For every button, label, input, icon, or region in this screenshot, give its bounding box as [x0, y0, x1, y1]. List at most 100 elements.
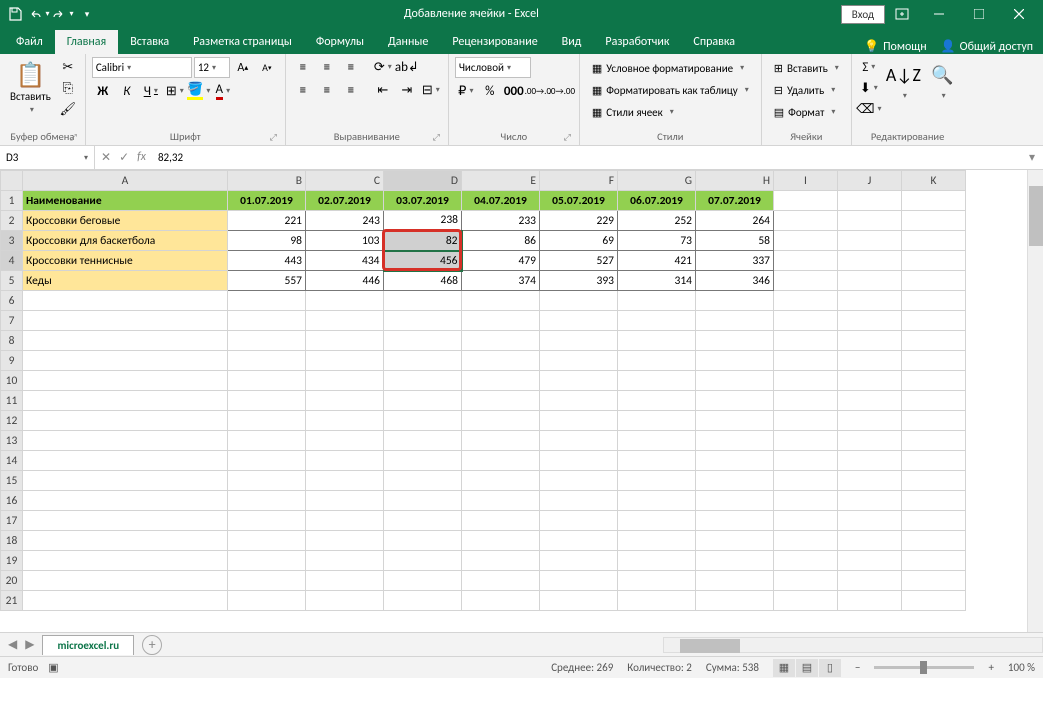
cell-E19[interactable] [462, 551, 540, 571]
cell-E18[interactable] [462, 531, 540, 551]
cell-D11[interactable] [384, 391, 462, 411]
row-header-1[interactable]: 1 [1, 191, 23, 211]
bold-button[interactable]: Ж [92, 81, 114, 101]
minimize-button[interactable] [919, 0, 959, 28]
col-header-I[interactable]: I [774, 171, 838, 191]
align-left-button[interactable]: ≡ [292, 80, 314, 100]
cell-I11[interactable] [774, 391, 838, 411]
cell-E4[interactable]: 479 [462, 251, 540, 271]
cell-J11[interactable] [838, 391, 902, 411]
cell-I5[interactable] [774, 271, 838, 291]
col-header-B[interactable]: B [228, 171, 306, 191]
cell-E9[interactable] [462, 351, 540, 371]
cell-C11[interactable] [306, 391, 384, 411]
cell-D15[interactable] [384, 471, 462, 491]
increase-indent-button[interactable]: ⇥ [396, 80, 418, 100]
number-launcher[interactable]: ⤢ [564, 132, 571, 143]
cell-C14[interactable] [306, 451, 384, 471]
cell-F9[interactable] [540, 351, 618, 371]
cell-C13[interactable] [306, 431, 384, 451]
cell-H8[interactable] [696, 331, 774, 351]
row-header-2[interactable]: 2 [1, 211, 23, 231]
cell-A9[interactable] [23, 351, 228, 371]
cell-J2[interactable] [838, 211, 902, 231]
cell-E2[interactable]: 233 [462, 211, 540, 231]
cell-K4[interactable] [902, 251, 966, 271]
cell-F12[interactable] [540, 411, 618, 431]
cell-J20[interactable] [838, 571, 902, 591]
paste-button[interactable]: 📋 Вставить▾ [6, 57, 55, 117]
align-bottom-button[interactable]: ≡ [340, 57, 362, 77]
cell-J1[interactable] [838, 191, 902, 211]
cell-I1[interactable] [774, 191, 838, 211]
cell-K9[interactable] [902, 351, 966, 371]
row-header-16[interactable]: 16 [1, 491, 23, 511]
cell-D17[interactable] [384, 511, 462, 531]
cell-A20[interactable] [23, 571, 228, 591]
cell-D18[interactable] [384, 531, 462, 551]
cell-F13[interactable] [540, 431, 618, 451]
cell-J14[interactable] [838, 451, 902, 471]
tab-review[interactable]: Рецензирование [440, 30, 549, 54]
cell-B13[interactable] [228, 431, 306, 451]
cell-G18[interactable] [618, 531, 696, 551]
border-button[interactable]: ⊞▾ [164, 81, 186, 101]
format-table-button[interactable]: ▦Форматировать как таблицу▾ [586, 79, 755, 101]
autosum-button[interactable]: Σ▾ [858, 57, 880, 77]
cell-A3[interactable]: Кроссовки для баскетбола [23, 231, 228, 251]
cell-J16[interactable] [838, 491, 902, 511]
insert-cells-button[interactable]: ⊞Вставить▾ [768, 57, 845, 79]
delete-cells-button[interactable]: ⊟Удалить▾ [768, 79, 845, 101]
cell-D21[interactable] [384, 591, 462, 611]
cell-E17[interactable] [462, 511, 540, 531]
cell-K7[interactable] [902, 311, 966, 331]
format-painter-button[interactable]: 🖌 [57, 99, 79, 119]
maximize-button[interactable] [959, 0, 999, 28]
col-header-E[interactable]: E [462, 171, 540, 191]
cell-A18[interactable] [23, 531, 228, 551]
align-top-button[interactable]: ≡ [292, 57, 314, 77]
cell-D8[interactable] [384, 331, 462, 351]
cell-H11[interactable] [696, 391, 774, 411]
cell-I19[interactable] [774, 551, 838, 571]
hscroll-thumb[interactable] [680, 639, 740, 653]
enter-formula-icon[interactable]: ✓ [119, 150, 129, 165]
col-header-D[interactable]: D [384, 171, 462, 191]
cell-G16[interactable] [618, 491, 696, 511]
row-header-20[interactable]: 20 [1, 571, 23, 591]
clipboard-launcher[interactable]: ⤢ [70, 132, 77, 143]
row-header-9[interactable]: 9 [1, 351, 23, 371]
cell-B1[interactable]: 01.07.2019 [228, 191, 306, 211]
cell-H16[interactable] [696, 491, 774, 511]
cell-K16[interactable] [902, 491, 966, 511]
cell-F3[interactable]: 69 [540, 231, 618, 251]
cell-C21[interactable] [306, 591, 384, 611]
cell-E1[interactable]: 04.07.2019 [462, 191, 540, 211]
cell-D13[interactable] [384, 431, 462, 451]
cell-H10[interactable] [696, 371, 774, 391]
cell-A12[interactable] [23, 411, 228, 431]
fill-color-button[interactable]: 🪣▾ [188, 81, 210, 101]
row-header-10[interactable]: 10 [1, 371, 23, 391]
cell-A4[interactable]: Кроссовки теннисные [23, 251, 228, 271]
cell-B15[interactable] [228, 471, 306, 491]
row-header-11[interactable]: 11 [1, 391, 23, 411]
cell-H3[interactable]: 58 [696, 231, 774, 251]
cell-B21[interactable] [228, 591, 306, 611]
cell-I17[interactable] [774, 511, 838, 531]
cell-E8[interactable] [462, 331, 540, 351]
cell-K6[interactable] [902, 291, 966, 311]
cell-G5[interactable]: 314 [618, 271, 696, 291]
ribbon-options-icon[interactable] [891, 3, 913, 25]
decrease-decimal-button[interactable]: .0→.00 [551, 81, 573, 101]
cut-button[interactable]: ✂ [57, 57, 79, 77]
cell-H6[interactable] [696, 291, 774, 311]
fill-button[interactable]: ⬇▾ [858, 78, 880, 98]
cell-I21[interactable] [774, 591, 838, 611]
row-header-13[interactable]: 13 [1, 431, 23, 451]
cell-A13[interactable] [23, 431, 228, 451]
cell-I6[interactable] [774, 291, 838, 311]
cell-D12[interactable] [384, 411, 462, 431]
cell-D9[interactable] [384, 351, 462, 371]
cell-B2[interactable]: 221 [228, 211, 306, 231]
